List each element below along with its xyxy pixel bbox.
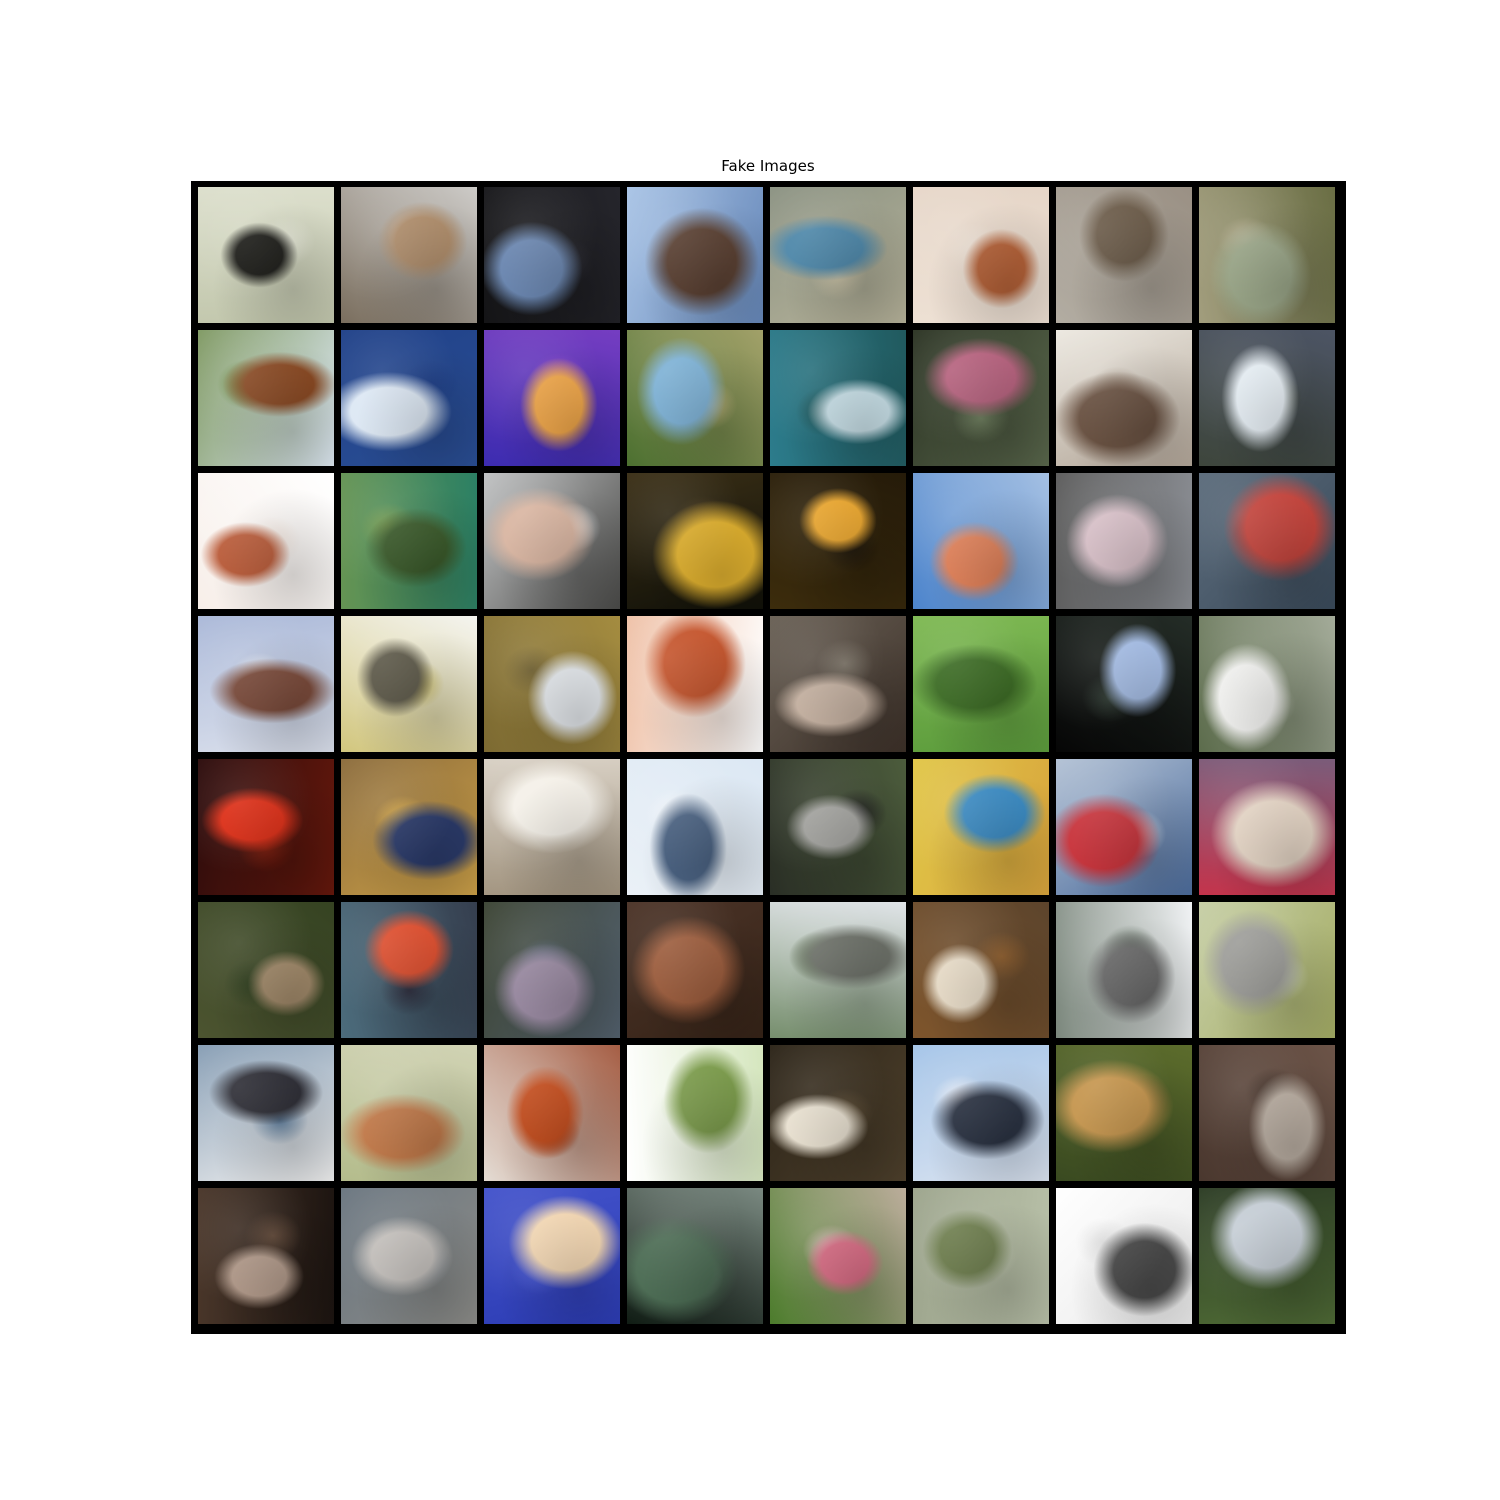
generated-image-tile — [1199, 473, 1335, 609]
generated-image-tile — [770, 759, 906, 895]
generated-image-tile — [484, 473, 620, 609]
generated-image-tile — [484, 187, 620, 323]
generated-image-tile — [1056, 187, 1192, 323]
generated-image-tile — [341, 1188, 477, 1324]
generated-image-tile — [1199, 330, 1335, 466]
generated-image-tile — [913, 473, 1049, 609]
generated-image-tile — [770, 330, 906, 466]
generated-image-tile — [198, 902, 334, 1038]
generated-image-tile — [341, 473, 477, 609]
generated-image-tile — [341, 1045, 477, 1181]
generated-image-tile — [198, 473, 334, 609]
generated-image-tile — [770, 616, 906, 752]
generated-image-tile — [913, 330, 1049, 466]
generated-image-tile — [484, 616, 620, 752]
generated-image-tile — [1199, 187, 1335, 323]
generated-image-tile — [341, 330, 477, 466]
generated-image-tile — [1056, 1045, 1192, 1181]
generated-image-tile — [913, 1045, 1049, 1181]
generated-image-tile — [1056, 616, 1192, 752]
generated-image-tile — [913, 616, 1049, 752]
generated-image-tile — [198, 330, 334, 466]
generated-image-tile — [341, 616, 477, 752]
figure-title: Fake Images — [721, 157, 815, 175]
generated-image-tile — [341, 759, 477, 895]
generated-image-tile — [913, 759, 1049, 895]
generated-image-tile — [341, 902, 477, 1038]
generated-image-tile — [770, 1045, 906, 1181]
generated-image-tile — [627, 1188, 763, 1324]
generated-image-tile — [627, 759, 763, 895]
generated-image-tile — [198, 187, 334, 323]
generated-image-tile — [1056, 759, 1192, 895]
generated-image-tile — [770, 1188, 906, 1324]
generated-image-tile — [1056, 902, 1192, 1038]
generated-image-tile — [627, 616, 763, 752]
generated-image-tile — [770, 473, 906, 609]
generated-image-tile — [484, 902, 620, 1038]
generated-image-tile — [484, 1188, 620, 1324]
generated-image-tile — [1199, 1188, 1335, 1324]
generated-image-tile — [627, 473, 763, 609]
generated-image-tile — [1199, 1045, 1335, 1181]
generated-image-tile — [770, 187, 906, 323]
generated-image-tile — [341, 187, 477, 323]
generated-image-tile — [627, 902, 763, 1038]
generated-image-tile — [627, 330, 763, 466]
generated-image-tile — [198, 1188, 334, 1324]
generated-image-tile — [913, 902, 1049, 1038]
generated-image-tile — [1056, 1188, 1192, 1324]
generated-image-tile — [1199, 902, 1335, 1038]
generated-image-tile — [770, 902, 906, 1038]
generated-image-tile — [198, 616, 334, 752]
generated-image-tile — [1056, 330, 1192, 466]
generated-image-tile — [198, 759, 334, 895]
generated-image-tile — [484, 330, 620, 466]
generated-image-tile — [627, 1045, 763, 1181]
generated-image-tile — [1199, 616, 1335, 752]
generated-image-tile — [484, 1045, 620, 1181]
image-grid — [191, 181, 1346, 1334]
generated-image-tile — [913, 1188, 1049, 1324]
generated-image-tile — [627, 187, 763, 323]
generated-image-tile — [913, 187, 1049, 323]
generated-image-tile — [1056, 473, 1192, 609]
generated-image-tile — [484, 759, 620, 895]
generated-image-tile — [1199, 759, 1335, 895]
generated-image-tile — [198, 1045, 334, 1181]
